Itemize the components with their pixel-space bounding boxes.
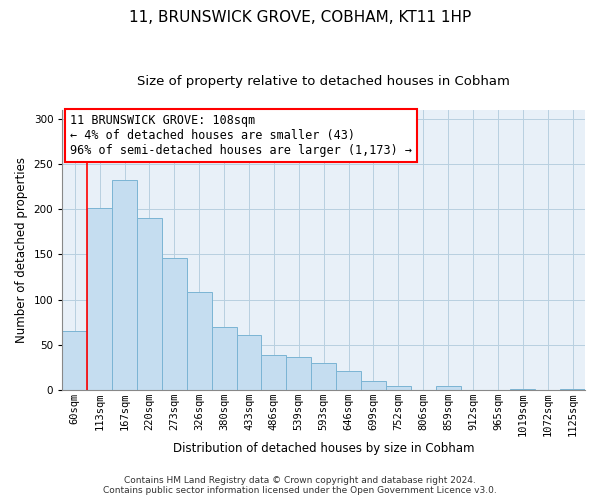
Y-axis label: Number of detached properties: Number of detached properties	[15, 157, 28, 343]
Bar	[511, 389, 535, 390]
Bar	[236, 335, 262, 390]
Bar	[112, 180, 137, 390]
Title: Size of property relative to detached houses in Cobham: Size of property relative to detached ho…	[137, 75, 510, 88]
Bar	[286, 356, 311, 390]
Bar	[62, 331, 87, 390]
Bar	[311, 363, 336, 390]
Text: 11, BRUNSWICK GROVE, COBHAM, KT11 1HP: 11, BRUNSWICK GROVE, COBHAM, KT11 1HP	[129, 10, 471, 25]
X-axis label: Distribution of detached houses by size in Cobham: Distribution of detached houses by size …	[173, 442, 475, 455]
Bar	[137, 218, 162, 390]
Bar	[336, 371, 361, 390]
Bar	[212, 326, 236, 390]
Text: 11 BRUNSWICK GROVE: 108sqm
← 4% of detached houses are smaller (43)
96% of semi-: 11 BRUNSWICK GROVE: 108sqm ← 4% of detac…	[70, 114, 412, 157]
Text: Contains HM Land Registry data © Crown copyright and database right 2024.
Contai: Contains HM Land Registry data © Crown c…	[103, 476, 497, 495]
Bar	[560, 389, 585, 390]
Bar	[162, 258, 187, 390]
Bar	[386, 386, 411, 390]
Bar	[361, 381, 386, 390]
Bar	[187, 292, 212, 390]
Bar	[87, 208, 112, 390]
Bar	[436, 386, 461, 390]
Bar	[262, 354, 286, 390]
